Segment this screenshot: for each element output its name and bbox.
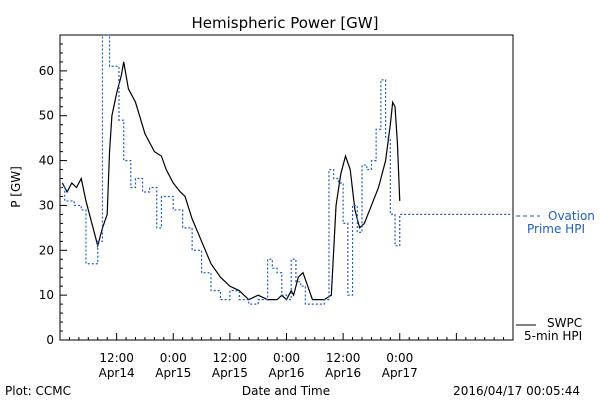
legend: Ovation Prime HPI SWPC 5-min HPI	[516, 209, 595, 343]
x-tick-time: 0:00	[160, 351, 187, 365]
y-tick-label: 50	[39, 109, 54, 123]
footer-credit: Plot: CCMC	[5, 384, 71, 398]
x-tick-date: Apr15	[212, 366, 248, 380]
x-axis-label: Date and Time	[242, 384, 330, 398]
x-tick-time: 12:00	[326, 351, 361, 365]
legend-swpc-line1: SWPC	[547, 316, 582, 330]
x-tick-time: 0:00	[273, 351, 300, 365]
x-axis-ticks: 12:00Apr140:00Apr1512:00Apr150:00Apr1612…	[59, 333, 514, 380]
y-axis-ticks: 0 10 20 30 40 50 60	[39, 34, 67, 347]
x-tick-time: 12:00	[213, 351, 248, 365]
legend-ovation-line1: Ovation	[548, 209, 595, 223]
y-tick-label: 10	[39, 288, 54, 302]
x-tick-date: Apr16	[325, 366, 361, 380]
plot-area-frame	[59, 34, 514, 341]
y-tick-label: 20	[39, 243, 54, 257]
series-layer	[60, 34, 513, 305]
x-tick-date: Apr17	[382, 366, 418, 380]
x-tick-date: Apr14	[99, 366, 135, 380]
chart-title: Hemispheric Power [GW]	[192, 14, 379, 32]
legend-swpc-line2: 5-min HPI	[524, 329, 582, 343]
series-line-swpc	[61, 61, 401, 301]
legend-ovation-line2: Prime HPI	[527, 222, 585, 236]
x-tick-date: Apr15	[155, 366, 191, 380]
y-tick-label: 40	[39, 154, 54, 168]
x-tick-date: Apr16	[268, 366, 304, 380]
footer-timestamp: 2016/04/17 00:05:44	[453, 384, 580, 398]
x-tick-time: 12:00	[99, 351, 134, 365]
y-tick-label: 60	[39, 64, 54, 78]
y-tick-label: 30	[39, 198, 54, 212]
x-tick-time: 0:00	[386, 351, 413, 365]
y-axis-label: P [GW]	[9, 166, 23, 208]
series-line-ovation	[60, 34, 513, 305]
y-tick-label: 0	[46, 333, 54, 347]
